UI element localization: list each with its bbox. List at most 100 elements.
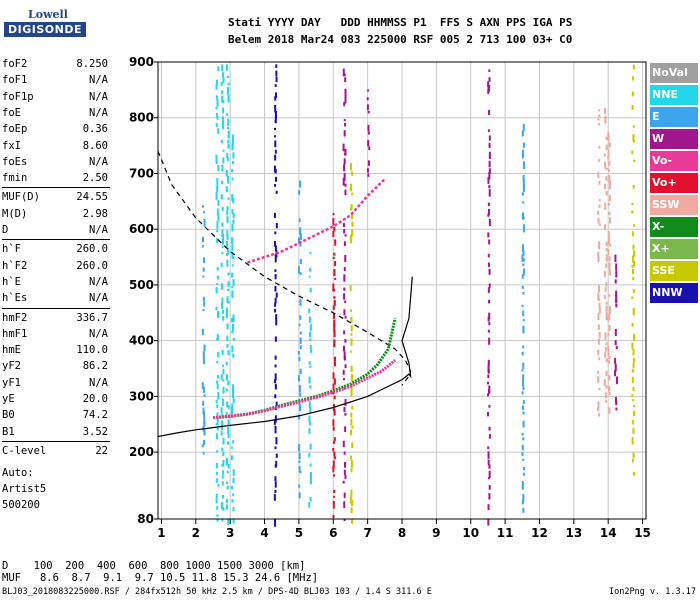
echo-mark xyxy=(350,333,353,336)
echo-mark xyxy=(488,109,491,115)
echo-mark xyxy=(351,499,354,507)
y-tick-label: 700 xyxy=(129,166,154,180)
echo-mark xyxy=(309,251,312,255)
echo-mark xyxy=(221,116,224,123)
echo-mark xyxy=(216,506,219,510)
echo-mark xyxy=(342,68,345,77)
echo-mark xyxy=(521,452,524,456)
param-value: 2.50 xyxy=(82,172,108,185)
echo-mark xyxy=(202,407,205,415)
echo-mark xyxy=(230,485,233,490)
echo-mark xyxy=(598,413,601,417)
echo-mark xyxy=(350,429,353,436)
param-value: 86.2 xyxy=(82,360,108,373)
echo-mark xyxy=(522,345,525,349)
echo-mark xyxy=(597,371,600,374)
echo-mark xyxy=(232,152,235,159)
echo-mark xyxy=(220,139,223,144)
echo-mark xyxy=(227,126,230,130)
x-tick-label: 7 xyxy=(363,526,371,540)
echo-mark xyxy=(226,206,229,211)
echo-mark xyxy=(299,315,302,320)
echo-mark xyxy=(232,353,235,358)
echo-mark xyxy=(275,111,278,119)
echo-mark xyxy=(274,269,277,273)
echo-mark xyxy=(631,210,634,214)
echo-mark xyxy=(299,299,302,306)
echo-mark xyxy=(616,376,619,385)
echo-mark xyxy=(350,412,353,418)
echo-mark xyxy=(522,179,525,187)
echo-mark xyxy=(226,470,229,474)
echo-mark xyxy=(334,239,337,243)
echo-mark xyxy=(227,144,230,149)
echo-mark xyxy=(351,229,354,237)
echo-mark xyxy=(342,378,345,381)
echo-mark xyxy=(349,495,352,504)
echo-mark xyxy=(632,134,635,141)
echo-mark xyxy=(231,139,234,148)
echo-mark xyxy=(222,99,225,104)
echo-mark xyxy=(521,304,524,308)
echo-mark xyxy=(227,433,230,438)
param-row: h`Es N/A xyxy=(2,290,108,306)
echo-mark xyxy=(215,106,218,110)
echo-mark xyxy=(226,481,229,485)
echo-mark xyxy=(216,412,219,418)
echo-mark xyxy=(202,275,205,278)
echo-mark xyxy=(309,477,312,485)
echo-mark xyxy=(274,476,277,482)
echo-mark xyxy=(488,239,491,245)
echo-mark xyxy=(608,375,611,381)
echo-mark xyxy=(487,446,490,450)
echo-mark xyxy=(631,203,634,206)
echo-mark xyxy=(632,349,635,356)
echo-mark xyxy=(332,514,335,519)
echo-mark xyxy=(232,398,235,404)
echo-mark xyxy=(333,456,336,459)
echo-mark xyxy=(309,497,312,502)
echo-mark xyxy=(343,330,346,335)
echo-mark xyxy=(367,110,370,114)
echo-mark xyxy=(522,142,525,148)
echo-mark xyxy=(487,459,490,466)
echo-mark xyxy=(608,238,611,245)
echo-mark xyxy=(221,229,224,238)
echo-mark xyxy=(298,492,301,499)
echo-mark xyxy=(597,172,600,179)
echo-mark xyxy=(232,493,235,497)
echo-mark xyxy=(274,231,277,235)
param-row: foF1p N/A xyxy=(2,89,108,105)
y-tick-label: 600 xyxy=(129,222,154,236)
echo-mark xyxy=(225,169,228,177)
x-tick-label: 12 xyxy=(531,526,548,540)
param-value: N/A xyxy=(89,292,108,305)
echo-mark xyxy=(334,361,337,367)
param-name: B0 xyxy=(2,409,15,422)
echo-mark xyxy=(222,76,225,84)
echo-mark xyxy=(201,236,204,243)
echo-mark xyxy=(225,64,228,71)
auto-scaling-line3: 500200 xyxy=(2,499,40,512)
echo-mark xyxy=(607,317,610,322)
echo-mark xyxy=(297,351,300,355)
echo-mark xyxy=(615,263,618,271)
echo-mark xyxy=(274,394,277,399)
param-row: fxI 8.60 xyxy=(2,138,108,154)
param-row: foF1 N/A xyxy=(2,72,108,88)
echo-mark xyxy=(333,395,336,400)
echo-mark xyxy=(343,351,346,360)
echo-mark xyxy=(521,351,524,356)
echo-mark xyxy=(221,297,224,303)
echo-mark xyxy=(344,364,347,369)
echo-mark xyxy=(631,322,634,327)
echo-mark xyxy=(608,160,611,166)
echo-mark xyxy=(215,493,218,500)
echo-mark xyxy=(344,254,347,263)
echo-mark xyxy=(275,437,278,445)
echo-mark xyxy=(631,368,634,373)
echo-mark xyxy=(216,383,219,390)
echo-mark xyxy=(217,128,220,135)
echo-mark xyxy=(216,275,219,280)
echo-mark xyxy=(633,471,636,476)
